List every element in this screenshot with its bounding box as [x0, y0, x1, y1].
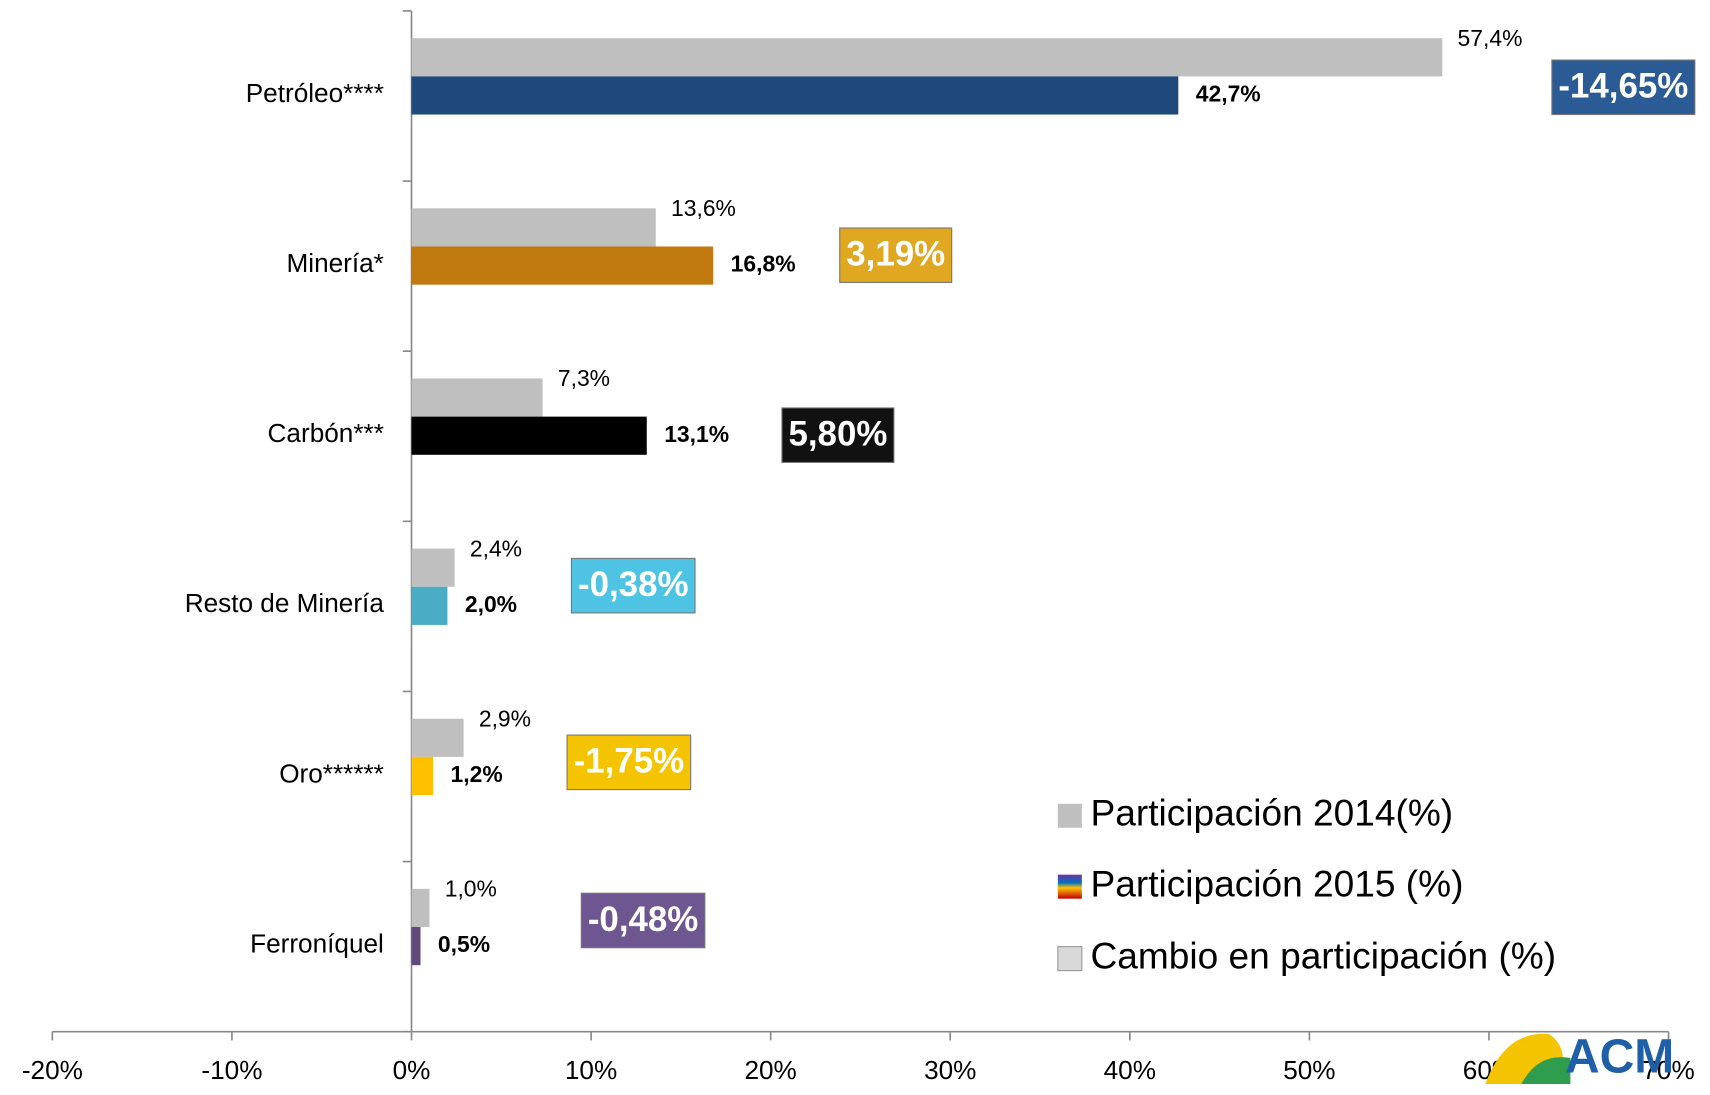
legend-swatch: [1057, 874, 1082, 899]
x-tick-label: 30%: [924, 1055, 976, 1085]
change-box: -1,75%: [566, 734, 692, 791]
change-box: -0,38%: [570, 557, 696, 614]
bar: [411, 586, 448, 625]
x-tick-label: 70%: [1642, 1055, 1694, 1085]
change-box: 3,19%: [839, 227, 953, 284]
bar: [411, 416, 647, 455]
legend-swatch: [1057, 803, 1082, 828]
legend-label: Cambio en participación (%): [1091, 934, 1557, 976]
change-label: 3,19%: [846, 235, 945, 274]
change-box-bg: [580, 892, 706, 949]
bar: [411, 208, 656, 247]
legend-label: Participación 2015 (%): [1091, 862, 1464, 904]
change-box: -14,65%: [1551, 59, 1696, 116]
bar: [411, 888, 430, 928]
bar: [411, 246, 714, 285]
category-label: Oro******: [279, 758, 384, 788]
bar: [411, 756, 434, 796]
change-box: 5,80%: [781, 407, 895, 463]
bar: [411, 76, 1179, 115]
category-label: Petróleo****: [246, 78, 384, 108]
value-label: 42,7%: [1196, 81, 1261, 107]
category-label: Ferroníquel: [250, 928, 384, 958]
category-label: Minería*: [286, 248, 383, 278]
value-label: 2,4%: [470, 535, 522, 561]
value-label: 0,5%: [438, 931, 490, 957]
value-label: 1,2%: [451, 761, 503, 787]
change-label: -0,48%: [588, 900, 699, 939]
change-label: 5,80%: [788, 414, 887, 453]
change-box-bg: [781, 407, 895, 463]
x-tick-label: -20%: [22, 1055, 83, 1085]
x-tick-label: 0%: [393, 1055, 431, 1085]
category-label: Carbón***: [268, 418, 384, 448]
logo-text: ACM: [1565, 1031, 1674, 1084]
bar: [411, 38, 1443, 77]
change-box-bg: [566, 734, 692, 791]
logo-shape: [1521, 1057, 1571, 1085]
legend-label: Participación 2014(%): [1091, 792, 1454, 834]
value-label: 57,4%: [1458, 25, 1523, 51]
value-label: 13,1%: [664, 421, 729, 447]
value-label: 13,6%: [671, 195, 736, 221]
change-box-bg: [839, 227, 953, 284]
category-label: Resto de Minería: [185, 588, 385, 618]
x-tick-label: 50%: [1283, 1055, 1335, 1085]
legend-swatch: [1057, 946, 1083, 972]
change-box: -0,48%: [580, 892, 706, 949]
value-label: 2,9%: [479, 705, 531, 731]
bar: [411, 718, 464, 757]
change-label: -14,65%: [1558, 67, 1688, 106]
bar: [411, 548, 455, 587]
change-label: -0,38%: [578, 565, 689, 604]
value-label: 16,8%: [731, 251, 796, 277]
value-label: 7,3%: [558, 365, 610, 391]
change-box-bg: [570, 557, 696, 614]
x-tick-label: -10%: [201, 1055, 262, 1085]
x-tick-label: 10%: [565, 1055, 617, 1085]
x-tick-label: 40%: [1104, 1055, 1156, 1085]
change-label: -1,75%: [574, 742, 685, 781]
bar: [411, 378, 543, 417]
value-label: 1,0%: [445, 876, 497, 902]
x-tick-label: 20%: [744, 1055, 796, 1085]
change-box-bg: [1551, 59, 1696, 116]
bar: [411, 927, 421, 966]
value-label: 2,0%: [465, 591, 517, 617]
